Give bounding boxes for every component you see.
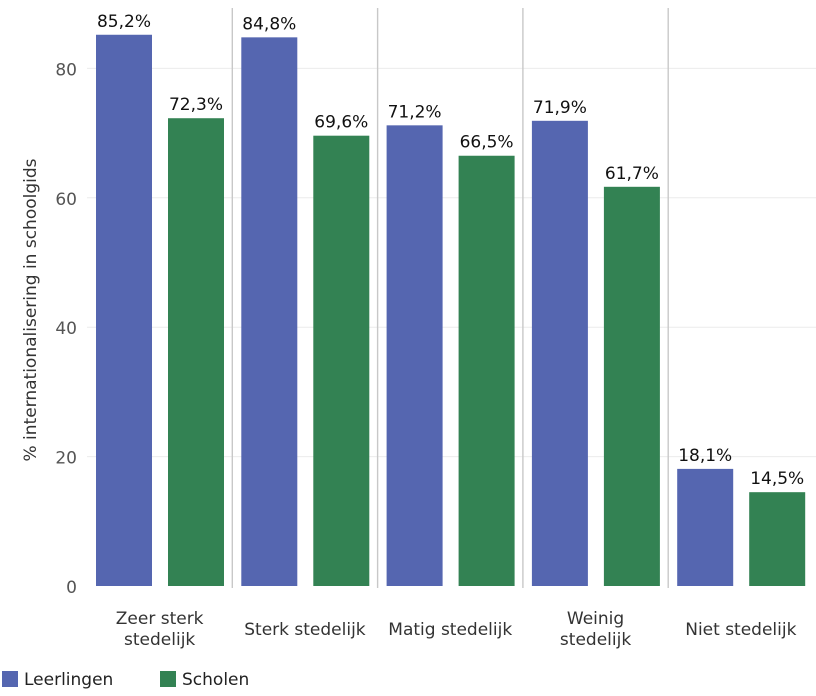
x-tick-label: Zeer sterk stedelijk [116, 609, 204, 650]
bar-leerlingen-2 [386, 125, 443, 586]
category-separators [231, 8, 669, 588]
bar-scholen-0 [168, 118, 224, 587]
data-label: 72,3% [169, 95, 223, 115]
y-tick-label: 60 [55, 190, 77, 210]
legend: Leerlingen Scholen [2, 670, 249, 690]
data-label: 71,2% [388, 102, 442, 122]
bar-scholen-4 [749, 492, 806, 586]
legend-swatch [160, 671, 176, 687]
bar-leerlingen-0 [96, 34, 152, 587]
legend-label: Scholen [182, 670, 249, 690]
data-label: 84,8% [242, 14, 296, 34]
legend-label: Leerlingen [24, 670, 113, 690]
data-labels: 85,2% 84,8% 71,2% 71,9% 18,1% 72,3% 69,6% 66,5%… [97, 12, 804, 489]
bar-leerlingen-4 [677, 468, 734, 586]
y-tick-label: 0 [66, 578, 77, 598]
data-label: 71,9% [533, 98, 587, 118]
bars [96, 34, 806, 587]
bar-scholen-2 [458, 155, 515, 586]
data-label: 85,2% [97, 12, 151, 32]
x-tick-label: Matig stedelijk [388, 620, 512, 640]
x-tick-label: Weinig stedelijk [560, 609, 631, 650]
bar-leerlingen-3 [531, 120, 588, 586]
data-label: 61,7% [605, 164, 659, 184]
legend-swatch [2, 671, 18, 687]
data-label: 69,6% [314, 113, 368, 133]
legend-item-leerlingen: Leerlingen [2, 670, 113, 690]
x-axis: Zeer sterk stedelijk Sterk stedelijk Matig … [116, 609, 797, 650]
bar-scholen-1 [313, 135, 370, 587]
x-tick-label: Niet stedelijk [685, 620, 796, 640]
x-tick-label: Sterk stedelijk [244, 620, 366, 640]
data-label: 66,5% [460, 133, 514, 153]
y-tick-label: 40 [55, 319, 77, 339]
y-axis: 0 20 40 60 80 [55, 60, 77, 598]
y-tick-label: 80 [55, 60, 77, 80]
y-tick-label: 20 [55, 449, 77, 469]
data-label: 18,1% [678, 446, 732, 466]
bar-leerlingen-1 [241, 37, 298, 587]
bar-scholen-3 [603, 186, 660, 586]
data-label: 14,5% [750, 469, 804, 489]
legend-item-scholen: Scholen [160, 670, 249, 690]
y-axis-title: % internationalisering in schoolgids [21, 158, 41, 461]
